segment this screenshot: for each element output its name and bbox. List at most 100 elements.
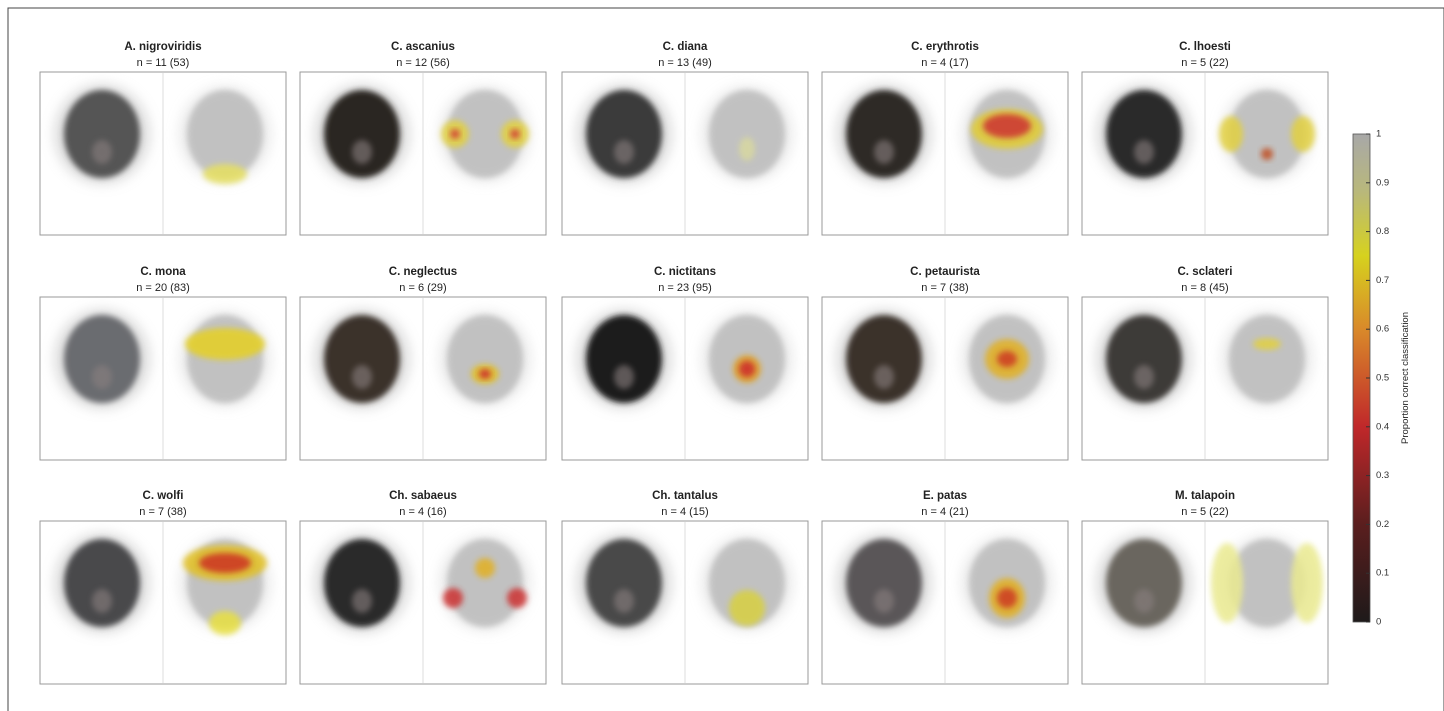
heat-blob [739,361,755,377]
face-muzzle [1134,365,1154,389]
colorbar-tick-label: 0.7 [1376,275,1389,286]
panel-subtitle: n = 7 (38) [921,282,968,294]
heat-blob [475,558,495,578]
face-muzzle [92,365,112,389]
panel: C. diana n = 13 (49) [561,41,809,236]
panel: C. sclateri n = 8 (45) [1081,266,1329,461]
face-average [846,90,922,178]
panel-subtitle: n = 6 (29) [399,282,446,294]
panel-subtitle: n = 4 (15) [661,506,708,518]
heat-blob [209,611,241,635]
colorbar-tick-label: 0.3 [1376,470,1389,481]
face-muzzle [1134,589,1154,613]
panel-subtitle: n = 13 (49) [658,57,712,69]
face-heatmap-base [709,539,785,627]
heat-blob [997,351,1017,367]
heat-blob [507,588,527,608]
panel: M. talapoin n = 5 (22) [1081,490,1329,685]
face-muzzle [614,589,634,613]
face-average [324,90,400,178]
face-heatmap-base [187,90,263,178]
colorbar-tick-label: 0.4 [1376,421,1389,432]
face-average [324,539,400,627]
face-muzzle [614,365,634,389]
face-average [846,315,922,403]
heat-blob [450,129,460,139]
face-muzzle [352,140,372,164]
face-muzzle [874,589,894,613]
face-heatmap-base [447,90,523,178]
heat-blob [510,129,520,139]
panel: A. nigroviridis n = 11 (53) [39,41,287,236]
colorbar-tick-label: 0 [1376,617,1381,628]
heat-blob [1261,148,1273,160]
face-average [64,90,140,178]
panel: C. wolfi n = 7 (38) [39,490,287,685]
panel: C. erythrotis n = 4 (17) [821,41,1069,236]
face-muzzle [352,589,372,613]
face-average [586,539,662,627]
panel-subtitle: n = 4 (16) [399,506,446,518]
panel: C. petaurista n = 7 (38) [821,266,1069,461]
face-average [1106,90,1182,178]
face-heatmap-base [1229,315,1305,403]
face-muzzle [1134,140,1154,164]
colorbar-tick-label: 0.9 [1376,177,1389,188]
face-average [1106,539,1182,627]
panel-subtitle: n = 7 (38) [139,506,186,518]
face-muzzle [352,365,372,389]
face-average [846,539,922,627]
heat-blob [729,590,765,626]
panel: C. neglectus n = 6 (29) [299,266,547,461]
face-muzzle [614,140,634,164]
panel-title: C. wolfi [143,490,184,502]
face-muzzle [874,140,894,164]
panel-title: E. patas [923,490,967,502]
colorbar-tick-label: 1 [1376,129,1381,140]
colorbar-tick-label: 0.5 [1376,373,1389,384]
face-heatmap-base [1229,539,1305,627]
face-average [586,90,662,178]
panel-title: C. diana [663,41,708,53]
panel-subtitle: n = 5 (22) [1181,506,1228,518]
panel-subtitle: n = 11 (53) [137,57,190,69]
panel: C. ascanius n = 12 (56) [299,41,547,236]
heat-blob [1291,116,1315,152]
heat-blob [739,137,755,161]
heat-blob [185,328,265,360]
panel: Ch. tantalus n = 4 (15) [561,490,809,685]
panel-title: Ch. tantalus [652,490,718,502]
panel: E. patas n = 4 (21) [821,490,1069,685]
panel-subtitle: n = 8 (45) [1181,282,1228,294]
heat-blob [983,114,1031,138]
heat-blob [1291,543,1323,623]
heat-blob [1253,338,1281,350]
panel-title: M. talapoin [1175,490,1235,502]
panel-title: C. nictitans [654,266,716,278]
heat-blob [1219,116,1243,152]
face-heatmap-base [447,539,523,627]
panel-subtitle: n = 4 (17) [921,57,968,69]
heat-blob [997,588,1017,608]
panel-title: C. mona [140,266,186,278]
face-average [586,315,662,403]
face-muzzle [92,140,112,164]
heat-blob [1211,543,1243,623]
panel: C. nictitans n = 23 (95) [561,266,809,461]
face-average [324,315,400,403]
panel: Ch. sabaeus n = 4 (16) [299,490,547,685]
panel-title: C. lhoesti [1179,41,1231,53]
frame [7,7,1444,711]
heat-blob [443,588,463,608]
colorbar-tick-label: 0.6 [1376,324,1389,335]
colorbar-tick-label: 0.8 [1376,226,1389,237]
face-muzzle [92,589,112,613]
panel-title: A. nigroviridis [124,41,201,53]
panel-subtitle: n = 20 (83) [136,282,190,294]
panel-subtitle: n = 5 (22) [1181,57,1228,69]
colorbar-label: Proportion correct classification [1400,312,1411,444]
face-average [64,315,140,403]
panel-title: C. sclateri [1178,266,1233,278]
face-average [1106,315,1182,403]
